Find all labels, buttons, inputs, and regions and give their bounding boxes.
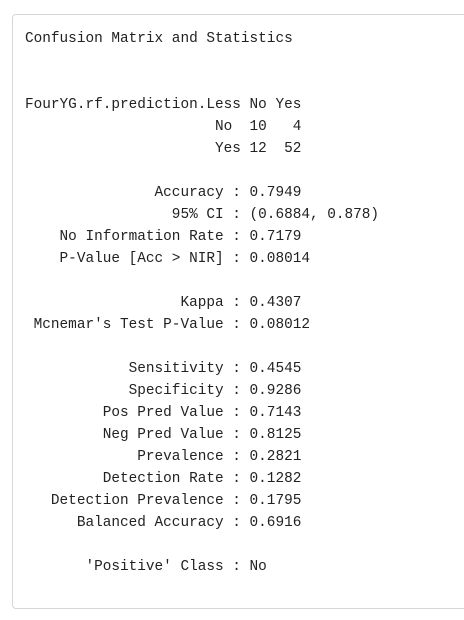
confusion-matrix-output: Confusion Matrix and Statistics FourYG.rf… (25, 28, 379, 578)
blank-line (25, 50, 379, 72)
stat-no-information-rate: No Information Rate : 0.7179 (25, 229, 302, 245)
stat-accuracy: Accuracy : 0.7949 (25, 185, 302, 201)
positive-class: 'Positive' Class : No (25, 559, 267, 575)
blank-line (25, 72, 379, 94)
stat-pos-pred-value: Pos Pred Value : 0.7143 (25, 405, 302, 421)
stat-confidence-interval: 95% CI : (0.6884, 0.878) (25, 207, 380, 223)
blank-line (25, 534, 379, 556)
stat-kappa: Kappa : 0.4307 (25, 295, 302, 311)
matrix-header-row: FourYG.rf.prediction.Less No Yes (25, 97, 302, 113)
stat-mcnemar-p-value: Mcnemar's Test P-Value : 0.08012 (25, 317, 310, 333)
blank-line (25, 160, 379, 182)
stat-specificity: Specificity : 0.9286 (25, 383, 302, 399)
stat-detection-rate: Detection Rate : 0.1282 (25, 471, 302, 487)
matrix-row-no: No 10 4 (25, 119, 302, 135)
stat-sensitivity: Sensitivity : 0.4545 (25, 361, 302, 377)
r-output-panel: Confusion Matrix and Statistics FourYG.rf… (12, 14, 464, 609)
output-title: Confusion Matrix and Statistics (25, 31, 293, 47)
stat-prevalence: Prevalence : 0.2821 (25, 449, 302, 465)
matrix-row-yes: Yes 12 52 (25, 141, 302, 157)
stat-p-value-acc-nir: P-Value [Acc > NIR] : 0.08014 (25, 251, 310, 267)
blank-line (25, 270, 379, 292)
blank-line (25, 336, 379, 358)
stat-neg-pred-value: Neg Pred Value : 0.8125 (25, 427, 302, 443)
stat-balanced-accuracy: Balanced Accuracy : 0.6916 (25, 515, 302, 531)
stat-detection-prevalence: Detection Prevalence : 0.1795 (25, 493, 302, 509)
